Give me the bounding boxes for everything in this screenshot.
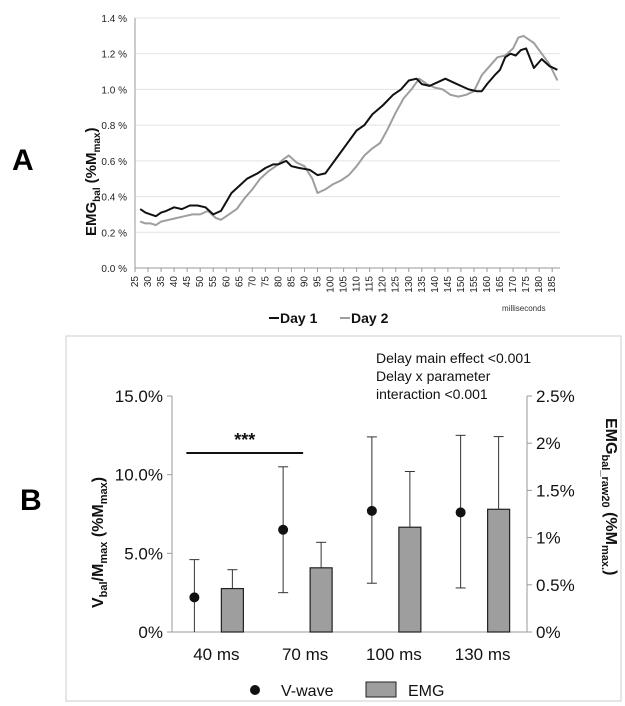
chart-b-bars — [220, 436, 511, 633]
y-tick-label: 1.2 % — [101, 50, 127, 61]
x-tick-label: 60 — [221, 276, 232, 288]
x-tick-label: 160 — [482, 276, 493, 293]
y-tick-label: 1.0 % — [101, 85, 127, 96]
vwave-point — [455, 507, 466, 518]
x-tick-label: 40 — [169, 276, 180, 288]
chart-b-right-ticks: 0% 0.5% 1% 1.5% 2% 2.5% — [527, 387, 575, 642]
panel-a-label: A — [12, 144, 34, 177]
chart-b-right-axis-label: EMGbal_raw20 (%Mmax.) — [599, 418, 619, 575]
x-tick-label: 90 — [299, 276, 310, 288]
chart-a-legend: Day 1 Day 2 — [269, 310, 389, 326]
y-tick-label: 0.2 % — [101, 228, 127, 239]
emg-bar — [309, 567, 333, 633]
right-tick-label: 2.5% — [536, 387, 575, 406]
y-tick-label: 0.6 % — [101, 157, 127, 168]
chart-a-x-ticks: 25 30 35 40 45 50 55 60 65 70 75 80 85 90 95 100 105 110 1… — [130, 268, 558, 293]
x-tick-label: 50 — [195, 276, 206, 288]
legend-emg-swatch — [365, 681, 397, 698]
x-tick-label: 45 — [182, 276, 193, 288]
emg-bar — [398, 526, 422, 633]
right-tick-label: 1% — [536, 529, 561, 548]
panel-b-frame — [65, 335, 622, 702]
x-tick-label: 130 — [404, 276, 415, 293]
y-tick-label: 1.4 % — [101, 14, 127, 25]
right-tick-label: 0% — [536, 623, 561, 642]
category-label: 40 ms — [193, 645, 239, 664]
chart-b-categories: 40 ms 70 ms 100 ms 130 ms — [193, 645, 510, 664]
legend-day2-label: Day 2 — [351, 310, 389, 326]
right-tick-label: 1.5% — [536, 481, 575, 500]
x-tick-label: 110 — [352, 276, 363, 292]
x-tick-label: 95 — [313, 276, 324, 288]
x-tick-label: 165 — [495, 276, 506, 293]
legend-vwave-label: V-wave — [281, 683, 334, 700]
series-line-day-2 — [139, 34, 559, 227]
vwave-point — [189, 592, 200, 603]
x-tick-label: 80 — [273, 276, 284, 288]
right-tick-label: 0.5% — [536, 576, 575, 595]
chart-a-x-unit: milliseconds — [502, 304, 546, 313]
x-tick-label: 30 — [143, 276, 154, 288]
x-tick-label: 135 — [417, 276, 428, 293]
category-label: 100 ms — [366, 645, 422, 664]
x-tick-label: 85 — [286, 276, 297, 288]
x-tick-label: 150 — [456, 276, 467, 293]
chart-a-gridlines — [134, 17, 560, 269]
emg-bar — [487, 508, 511, 633]
chart-b-left-ticks: 0% 5.0% 10.0% 15.0% — [115, 387, 172, 642]
x-tick-label: 180 — [534, 276, 545, 293]
x-tick-label: 120 — [378, 276, 389, 293]
right-tick-label: 2% — [536, 434, 561, 453]
chart-b-significance: *** — [186, 430, 304, 454]
left-tick-label: 15.0% — [115, 387, 163, 406]
x-tick-label: 170 — [508, 276, 519, 293]
x-tick-label: 155 — [469, 276, 480, 293]
y-tick-label: 0.8 % — [101, 121, 127, 132]
category-label: 70 ms — [282, 645, 328, 664]
vwave-point — [278, 524, 289, 535]
x-tick-label: 25 — [130, 276, 141, 288]
category-label: 130 ms — [455, 645, 511, 664]
x-tick-label: 75 — [260, 276, 271, 288]
x-tick-label: 100 — [326, 276, 337, 293]
x-tick-label: 140 — [430, 276, 441, 293]
chart-b: 0% 5.0% 10.0% 15.0% 0% 0.5% 1% 1.5% 2% 2.5% 40 m… — [90, 350, 619, 700]
chart-a-y-ticks: 0.0 % 0.2 % 0.4 % 0.6 % 0.8 % 1.0 % 1.2 % 1.4 % — [101, 14, 127, 275]
annotation-line-2: Delay x parameter — [376, 368, 491, 384]
x-tick-label: 105 — [339, 276, 350, 293]
left-tick-label: 5.0% — [124, 544, 163, 563]
series-line-day-1 — [139, 47, 558, 218]
x-tick-label: 35 — [156, 276, 167, 288]
left-tick-label: 0% — [138, 623, 163, 642]
chart-b-vwave-points — [189, 434, 466, 632]
chart-b-annotation: Delay main effect <0.001 Delay x paramet… — [376, 350, 531, 402]
chart-a-y-axis-label: EMGbal(%Mmax) — [83, 128, 103, 236]
chart-b-legend: V-wave EMG — [250, 681, 444, 700]
legend-emg-label: EMG — [408, 683, 444, 700]
emg-bar — [220, 587, 244, 633]
significance-stars: *** — [234, 430, 255, 450]
chart-a: 0.0 % 0.2 % 0.4 % 0.6 % 0.8 % 1.0 % 1.2 % 1.4 %… — [83, 14, 560, 326]
x-tick-label: 55 — [208, 276, 219, 288]
y-tick-label: 0.4 % — [101, 193, 127, 204]
x-tick-label: 145 — [443, 276, 454, 293]
x-tick-label: 115 — [365, 276, 376, 292]
vwave-point — [366, 505, 377, 516]
chart-a-series — [139, 34, 559, 227]
x-tick-label: 70 — [247, 276, 258, 288]
legend-vwave-marker — [250, 685, 260, 695]
legend-day1-label: Day 1 — [280, 310, 318, 326]
y-tick-label: 0.0 % — [101, 264, 127, 275]
panel-b-label: B — [20, 484, 42, 517]
x-tick-label: 185 — [547, 276, 558, 293]
annotation-line-3: interaction <0.001 — [376, 386, 488, 402]
left-tick-label: 10.0% — [115, 466, 163, 485]
x-tick-label: 125 — [391, 276, 402, 293]
x-tick-label: 175 — [521, 276, 532, 293]
chart-b-left-axis-label: Vbal/Mmax (%Mmax) — [90, 477, 110, 608]
annotation-line-1: Delay main effect <0.001 — [376, 350, 531, 366]
x-tick-label: 65 — [234, 276, 245, 288]
